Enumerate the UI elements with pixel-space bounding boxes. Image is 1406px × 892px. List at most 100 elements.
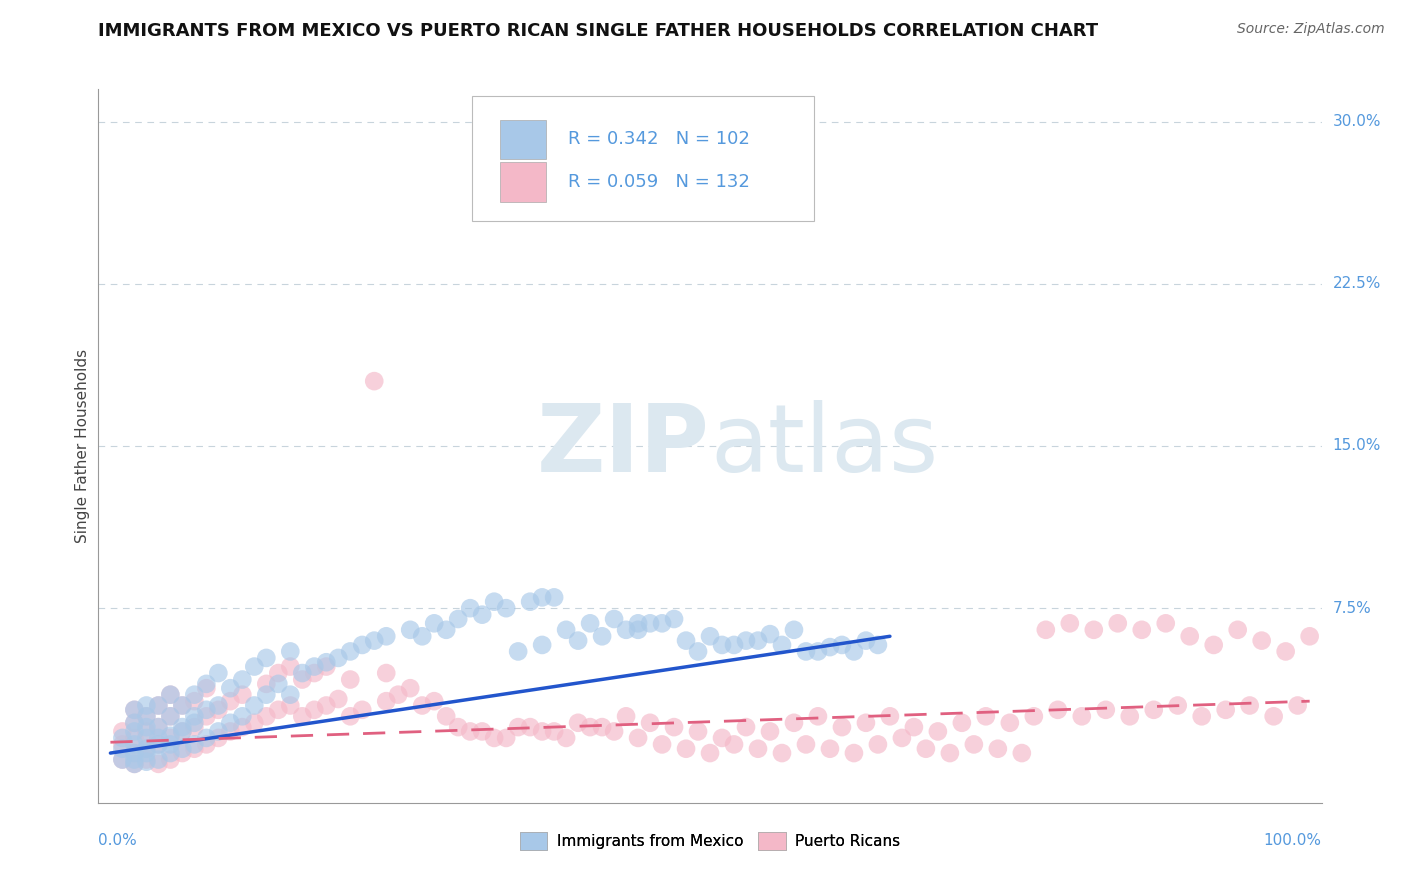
Point — [807, 709, 830, 723]
Point — [148, 738, 170, 752]
Point — [363, 633, 385, 648]
Point — [135, 755, 157, 769]
Point — [1226, 623, 1249, 637]
Point — [603, 724, 626, 739]
Point — [267, 703, 290, 717]
Point — [231, 688, 253, 702]
Point — [686, 644, 709, 658]
Point — [172, 741, 194, 756]
Point — [567, 633, 589, 648]
Point — [172, 746, 194, 760]
Point — [243, 659, 266, 673]
Point — [842, 746, 865, 760]
Point — [1094, 703, 1116, 717]
Point — [339, 709, 361, 723]
Point — [219, 715, 242, 730]
Point — [783, 623, 806, 637]
Point — [759, 724, 782, 739]
Point — [627, 731, 650, 745]
Text: 0.0%: 0.0% — [98, 833, 138, 848]
Point — [699, 629, 721, 643]
Point — [458, 724, 481, 739]
Text: 30.0%: 30.0% — [1333, 114, 1381, 129]
Point — [254, 651, 277, 665]
Point — [183, 741, 205, 756]
Point — [627, 616, 650, 631]
Text: 100.0%: 100.0% — [1264, 833, 1322, 848]
Point — [207, 703, 229, 717]
Point — [759, 627, 782, 641]
Point — [735, 633, 758, 648]
Point — [831, 720, 853, 734]
Point — [1083, 623, 1105, 637]
Point — [879, 709, 901, 723]
Point — [159, 688, 181, 702]
Point — [855, 633, 877, 648]
Point — [148, 698, 170, 713]
Point — [890, 731, 912, 745]
Point — [124, 756, 146, 771]
Point — [627, 623, 650, 637]
Point — [159, 688, 181, 702]
Point — [458, 601, 481, 615]
Point — [1250, 633, 1272, 648]
Point — [471, 724, 494, 739]
Point — [207, 724, 229, 739]
Point — [254, 688, 277, 702]
Point — [866, 638, 889, 652]
Point — [1178, 629, 1201, 643]
Point — [148, 720, 170, 734]
Point — [254, 709, 277, 723]
Point — [124, 746, 146, 760]
Point — [531, 638, 554, 652]
Point — [172, 724, 194, 739]
Point — [159, 746, 181, 760]
Point — [1239, 698, 1261, 713]
Point — [375, 629, 398, 643]
Point — [195, 681, 218, 696]
Point — [328, 651, 350, 665]
Point — [434, 709, 457, 723]
Point — [172, 698, 194, 713]
Point — [124, 715, 146, 730]
Point — [291, 709, 314, 723]
Point — [447, 612, 470, 626]
Point — [135, 709, 157, 723]
Point — [183, 709, 205, 723]
Point — [1263, 709, 1285, 723]
Text: 22.5%: 22.5% — [1333, 277, 1381, 292]
Point — [747, 633, 769, 648]
Point — [987, 741, 1010, 756]
Point — [1191, 709, 1213, 723]
Point — [842, 644, 865, 658]
Point — [159, 709, 181, 723]
Point — [1011, 746, 1033, 760]
Point — [304, 703, 326, 717]
Point — [195, 677, 218, 691]
Text: 7.5%: 7.5% — [1333, 600, 1371, 615]
Point — [124, 715, 146, 730]
FancyBboxPatch shape — [499, 162, 546, 202]
Point — [159, 729, 181, 743]
Point — [124, 724, 146, 739]
Point — [111, 724, 134, 739]
Point — [747, 741, 769, 756]
Point — [471, 607, 494, 622]
Point — [219, 681, 242, 696]
Point — [231, 709, 253, 723]
Text: IMMIGRANTS FROM MEXICO VS PUERTO RICAN SINGLE FATHER HOUSEHOLDS CORRELATION CHAR: IMMIGRANTS FROM MEXICO VS PUERTO RICAN S… — [98, 22, 1098, 40]
Point — [531, 724, 554, 739]
Point — [1107, 616, 1129, 631]
Point — [124, 731, 146, 745]
Point — [411, 698, 433, 713]
Point — [794, 644, 817, 658]
Point — [172, 720, 194, 734]
Point — [998, 715, 1021, 730]
Point — [124, 756, 146, 771]
Point — [254, 677, 277, 691]
Point — [315, 698, 337, 713]
Point — [927, 724, 949, 739]
Point — [508, 644, 530, 658]
Point — [482, 595, 505, 609]
Point — [315, 655, 337, 669]
